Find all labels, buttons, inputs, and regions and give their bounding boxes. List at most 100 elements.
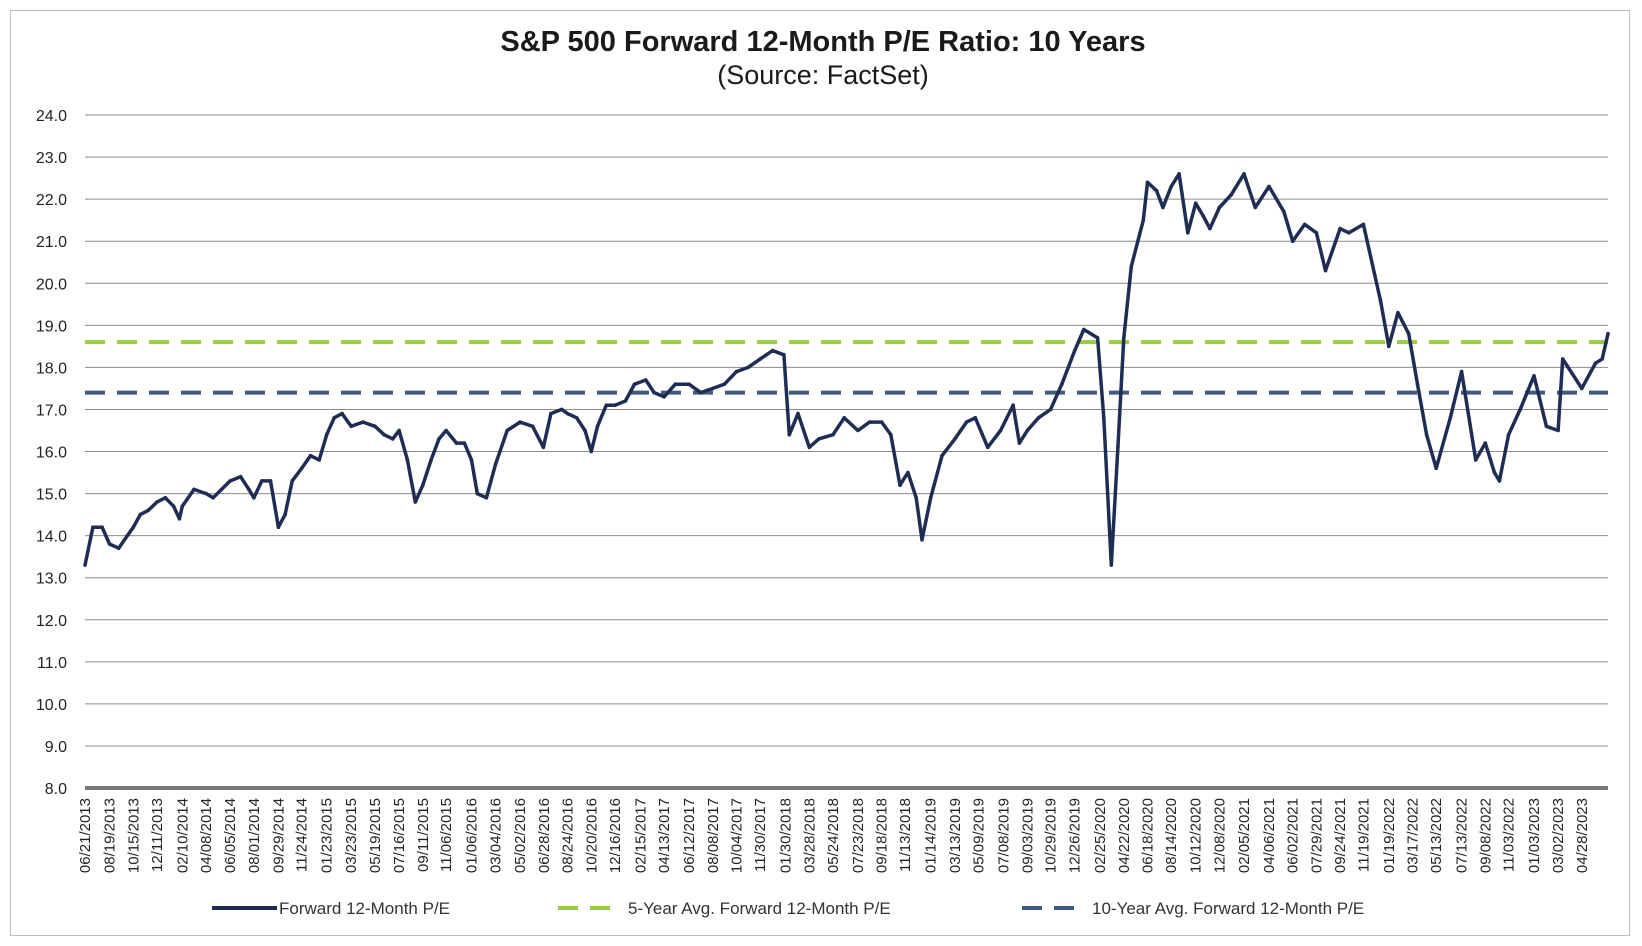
forward-pe-point — [1177, 172, 1181, 176]
forward-pe-point — [782, 353, 786, 357]
forward-pe-point — [100, 525, 104, 529]
x-tick-label: 07/29/2021 — [1308, 798, 1325, 873]
y-tick-label: 11.0 — [37, 655, 67, 672]
forward-pe-point — [290, 479, 295, 483]
forward-pe-point — [589, 449, 594, 454]
x-tick-label: 01/30/2018 — [778, 798, 795, 873]
y-tick-label: 24.0 — [36, 108, 67, 125]
forward-pe-point — [107, 542, 112, 546]
x-tick-label: 01/14/2019 — [923, 798, 940, 873]
series-group — [83, 172, 1610, 567]
forward-pe-point — [204, 491, 208, 496]
x-tick-label: 08/19/2013 — [102, 798, 119, 873]
forward-pe-point — [953, 437, 957, 441]
y-tick-label: 10.0 — [36, 697, 67, 714]
forward-pe-point — [1492, 470, 1497, 475]
x-tick-label: 08/08/2017 — [705, 798, 722, 873]
forward-pe-point — [299, 466, 304, 471]
y-tick-label: 18.0 — [36, 360, 67, 377]
forward-pe-point — [914, 496, 918, 500]
y-tick-label: 17.0 — [36, 402, 67, 419]
gridlines — [85, 114, 1608, 789]
forward-pe-point — [583, 428, 587, 433]
forward-pe-point — [228, 479, 232, 483]
forward-pe-point — [867, 420, 872, 424]
y-tick-label: 9.0 — [45, 739, 67, 756]
forward-pe-point — [138, 512, 143, 517]
forward-pe-point — [1518, 407, 1522, 412]
x-tick-label: 06/18/2020 — [1139, 798, 1156, 873]
forward-pe-point — [662, 395, 666, 399]
forward-pe-point — [1302, 222, 1307, 227]
x-tick-label: 03/17/2022 — [1404, 798, 1421, 873]
x-tick-label: 04/06/2021 — [1261, 798, 1278, 873]
forward-pe-point — [1532, 374, 1536, 378]
forward-pe-point — [1229, 193, 1233, 197]
forward-pe-point — [211, 496, 215, 500]
forward-pe-point — [1025, 428, 1030, 433]
x-tick-label: 09/11/2015 — [415, 798, 432, 872]
forward-pe-point — [898, 483, 902, 488]
forward-pe-point — [429, 458, 433, 462]
x-tick-label: 11/03/2022 — [1501, 798, 1518, 872]
forward-pe-point — [998, 428, 1003, 433]
forward-pe-point — [1347, 231, 1351, 235]
x-tick-label: 12/08/2020 — [1211, 798, 1228, 873]
forward-pe-point — [1600, 357, 1604, 361]
forward-pe-point — [1323, 268, 1328, 273]
forward-pe-point — [1109, 563, 1114, 567]
x-tick-label: 04/13/2017 — [656, 798, 673, 873]
forward-pe-point — [644, 378, 648, 382]
y-tick-label: 23.0 — [36, 150, 67, 167]
forward-pe-point — [1483, 441, 1488, 445]
forward-pe-point — [1506, 432, 1511, 437]
forward-pe-point — [493, 462, 498, 466]
forward-pe-point — [340, 411, 344, 416]
chart-title: S&P 500 Forward 12-Month P/E Ratio: 10 Y… — [500, 26, 1145, 58]
forward-pe-point — [391, 437, 395, 441]
forward-pe-point — [632, 382, 637, 387]
forward-pe-point — [1267, 184, 1271, 189]
forward-pe-point — [1072, 348, 1077, 353]
forward-pe-point — [247, 487, 251, 492]
forward-pe-point — [276, 525, 281, 529]
forward-pe-point — [1161, 205, 1165, 210]
forward-pe-point — [574, 416, 579, 420]
forward-pe-point — [1169, 184, 1173, 189]
x-tick-label: 04/28/2023 — [1574, 798, 1591, 873]
forward-pe-line — [83, 172, 1610, 567]
forward-pe-point — [317, 458, 322, 462]
forward-pe-point — [1129, 264, 1134, 269]
x-tick-label: 11/19/2021 — [1355, 798, 1372, 872]
forward-pe-point — [125, 533, 130, 538]
forward-pe-point — [1095, 336, 1100, 340]
forward-pe-point — [382, 432, 386, 437]
x-tick-label: 04/08/2014 — [198, 798, 215, 873]
forward-pe-point — [177, 517, 182, 521]
forward-pe-point — [687, 382, 691, 387]
forward-pe-point — [1580, 386, 1584, 391]
forward-pe-point — [530, 424, 535, 429]
forward-pe-point — [413, 500, 418, 504]
x-tick-label: 10/29/2019 — [1043, 798, 1060, 873]
forward-pe-point — [1208, 226, 1212, 231]
x-tick-label: 10/12/2020 — [1188, 798, 1205, 873]
forward-pe-point — [1048, 407, 1053, 412]
x-tick-label: 03/04/2016 — [488, 798, 505, 873]
x-tick-label: 07/23/2018 — [850, 798, 867, 873]
forward-pe-point — [1556, 428, 1560, 433]
forward-pe-point — [1102, 416, 1106, 420]
forward-pe-point — [131, 525, 136, 529]
forward-pe-point — [698, 390, 703, 395]
x-tick-label: 01/03/2023 — [1526, 798, 1543, 873]
forward-pe-point — [985, 445, 990, 450]
y-tick-label: 22.0 — [36, 192, 67, 209]
y-tick-label: 20.0 — [36, 276, 67, 293]
forward-pe-point — [1361, 222, 1366, 227]
forward-pe-point — [1606, 331, 1610, 336]
forward-pe-point — [1448, 416, 1453, 420]
legend-label-5yr-avg: 5-Year Avg. Forward 12-Month P/E — [628, 899, 891, 918]
forward-pe-point — [171, 504, 176, 509]
forward-pe-point — [1253, 205, 1257, 210]
